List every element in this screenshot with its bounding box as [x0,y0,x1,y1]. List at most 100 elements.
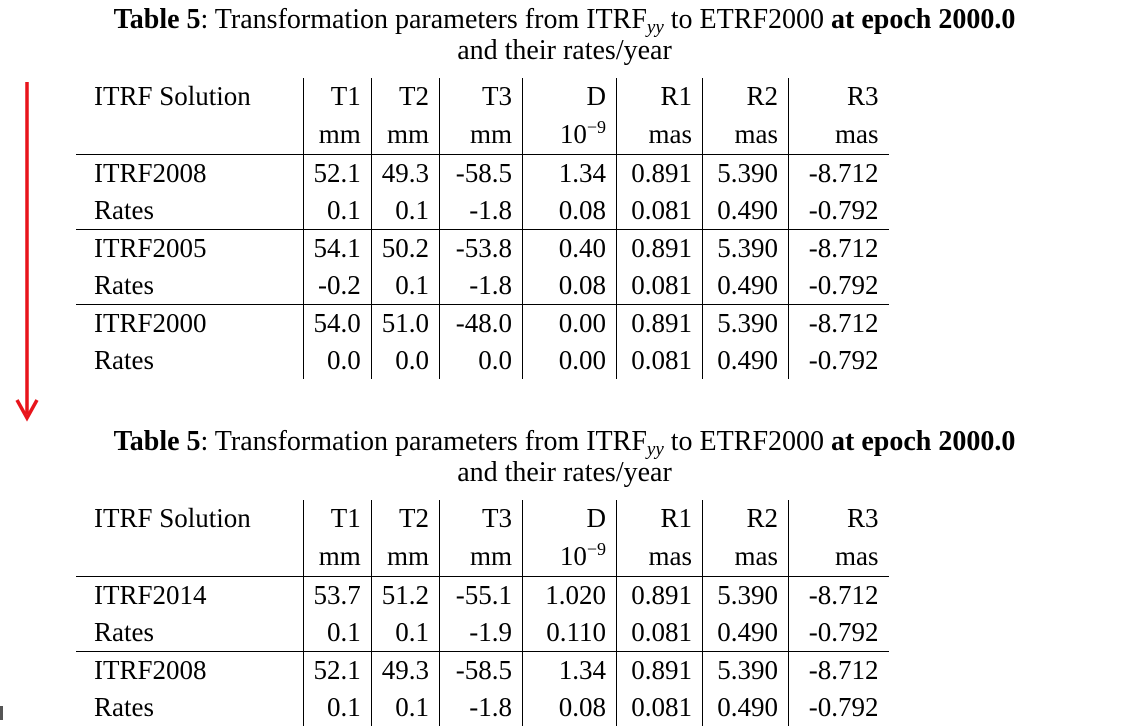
transformation-table-old: ITRF Solution T1 T2 T3 D R1 R2 R3 mm mm mm 10−9 mas m… [76,78,889,379]
caption-subscript: yy [646,439,664,460]
value-cell: 0.081 [616,689,703,726]
unit-label: mas [835,541,879,571]
unit-label: mm [469,541,512,571]
value-cell: -0.2 [302,267,372,305]
value-cell: 0.00 [522,342,617,379]
value-cell: 0.40 [522,229,617,267]
column-header: R1 [616,78,703,115]
value-cell: 51.2 [370,576,440,614]
value-cell: 50.2 [370,229,440,267]
value-cell: -0.792 [788,342,889,379]
value-cell: 5.390 [702,154,789,192]
value-cell: 0.081 [616,192,703,230]
row-label: ITRF2008 [76,651,303,689]
value-cell: 52.1 [302,651,372,689]
unit-cell: mm [439,115,523,155]
row-label: ITRF2008 [76,154,303,192]
column-header: T3 [439,78,523,115]
value-cell: 0.891 [616,229,703,267]
column-header: D [522,500,617,537]
value-cell: 0.490 [702,689,789,726]
unit-label: mm [386,541,429,571]
row-label: ITRF2005 [76,229,303,267]
value-cell: 54.0 [302,304,372,342]
table-row: Rates 0.1 0.1 -1.9 0.110 0.081 0.490 -0.792 [76,614,889,652]
value-cell: 0.081 [616,614,703,652]
unit-cell: mas [788,537,889,577]
value-cell: 0.891 [616,154,703,192]
unit-label: 10 [559,119,587,149]
value-cell: 49.3 [370,651,440,689]
column-header: D [522,78,617,115]
value-cell: -0.792 [788,192,889,230]
header-row: ITRF Solution T1 T2 T3 D R1 R2 R3 [76,78,889,115]
unit-cell [76,115,303,155]
row-label: Rates [94,270,154,300]
column-header: R1 [616,500,703,537]
column-header: R2 [702,500,789,537]
value-cell: 0.081 [616,342,703,379]
table-row: Rates -0.2 0.1 -1.8 0.08 0.081 0.490 -0.792 [76,267,889,305]
unit-label: 10 [559,541,587,571]
row-label: Rates [94,692,154,722]
caption-epoch: at epoch 2000.0 [831,426,1016,457]
value-cell: 0.081 [616,267,703,305]
value-cell: 5.390 [702,576,789,614]
value-cell: 0.1 [370,689,440,726]
value-cell: -58.5 [439,651,523,689]
table-row: Rates 0.0 0.0 0.0 0.00 0.081 0.490 -0.792 [76,342,889,379]
unit-label: mas [648,119,693,149]
unit-cell: mm [370,537,440,577]
unit-label: mas [734,541,779,571]
table-row: ITRF2005 54.1 50.2 -53.8 0.40 0.891 5.390 -8.71… [76,229,889,267]
column-header: R2 [702,78,789,115]
row-label: ITRF2000 [76,304,303,342]
table-caption-new: Table 5: Transformation parameters from … [0,426,1129,488]
unit-cell: mm [439,537,523,577]
table-row: ITRF2008 52.1 49.3 -58.5 1.34 0.891 5.390 -8.71… [76,651,889,689]
unit-label: mm [386,119,429,149]
column-header: R3 [788,500,889,537]
unit-cell: mas [616,115,703,155]
value-cell: -1.8 [439,689,523,726]
value-cell: -8.712 [788,576,889,614]
value-cell: 0.08 [522,267,617,305]
column-header: R3 [788,78,889,115]
row-label: Rates [94,195,154,225]
caption-text: : Transformation parameters from ITRF [200,4,647,35]
caption-label: Table 5 [113,4,201,35]
value-cell: 0.490 [702,192,789,230]
unit-cell: 10−9 [522,537,617,577]
value-cell: -0.792 [788,267,889,305]
caption-line2: and their rates/year [457,457,672,488]
value-cell: 0.490 [702,342,789,379]
table-row: Rates 0.1 0.1 -1.8 0.08 0.081 0.490 -0.792 [76,192,889,230]
unit-label: mm [318,541,361,571]
value-cell: 5.390 [702,229,789,267]
value-cell: 51.0 [370,304,440,342]
column-header: T1 [302,78,372,115]
value-cell: 5.390 [702,651,789,689]
column-header: ITRF Solution [94,81,251,111]
value-cell: 0.891 [616,304,703,342]
value-cell: 0.1 [370,267,440,305]
value-cell: 54.1 [302,229,372,267]
header-row: ITRF Solution T1 T2 T3 D R1 R2 R3 [76,500,889,537]
value-cell: 0.1 [302,614,372,652]
value-cell: 0.891 [616,651,703,689]
value-cell: -1.8 [439,192,523,230]
value-cell: 5.390 [702,304,789,342]
table-row: ITRF2000 54.0 51.0 -48.0 0.00 0.891 5.390 -8.71… [76,304,889,342]
value-cell: 0.0 [370,342,440,379]
value-cell: -1.9 [439,614,523,652]
unit-label: mas [835,119,879,149]
table-row: ITRF2008 52.1 49.3 -58.5 1.34 0.891 5.390 -8.71… [76,154,889,192]
caption-text: : Transformation parameters from ITRF [200,426,647,457]
value-cell: -48.0 [439,304,523,342]
value-cell: 0.08 [522,689,617,726]
value-cell: 1.34 [522,154,617,192]
column-header: ITRF Solution [94,503,251,533]
value-cell: -53.8 [439,229,523,267]
caption-subscript: yy [646,17,664,38]
value-cell: 52.1 [302,154,372,192]
